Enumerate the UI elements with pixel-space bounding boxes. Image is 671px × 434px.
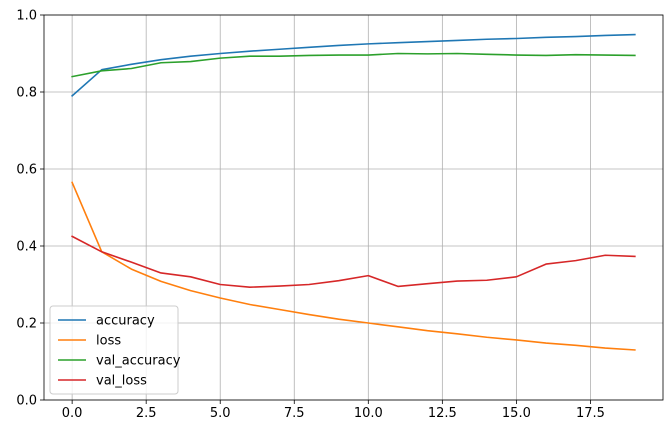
y-tick-label: 0.4 (16, 240, 37, 255)
series-line-val-loss (71, 235, 636, 288)
series-lines (71, 33, 636, 351)
x-tick-label: 0.0 (62, 406, 83, 421)
x-tick-label: 5.0 (210, 406, 231, 421)
legend-box (49, 305, 179, 395)
legend-label-val-accuracy: val_accuracy (96, 354, 181, 369)
x-tick-label: 12.5 (428, 406, 457, 421)
x-tick-label: 15.0 (502, 406, 531, 421)
x-tick-label: 7.5 (284, 406, 305, 421)
y-tick-label: 0.0 (16, 394, 37, 409)
y-tick-label: 0.8 (16, 86, 37, 101)
x-tick-label: 2.5 (136, 406, 157, 421)
legend-label-loss: loss (96, 334, 121, 349)
x-tick-label: 10.0 (354, 406, 383, 421)
legend: accuracy loss val_accuracy val_loss (49, 305, 181, 395)
y-tick-label: 1.0 (16, 9, 37, 24)
y-tick-label: 0.2 (16, 317, 37, 332)
axes-frame (43, 14, 664, 401)
y-tick-label: 0.6 (16, 163, 37, 178)
series-line-loss (71, 181, 636, 351)
legend-label-accuracy: accuracy (96, 314, 155, 329)
series-line-accuracy (71, 33, 636, 97)
axis-ticks: 0.0 2.5 5.0 7.5 10.0 12.5 15.0 17.5 0.0 0.2 0.4 0.6… (16, 9, 605, 422)
legend-label-val-loss: val_loss (96, 374, 147, 389)
x-tick-label: 17.5 (576, 406, 605, 421)
series-line-val-accuracy (71, 52, 636, 78)
